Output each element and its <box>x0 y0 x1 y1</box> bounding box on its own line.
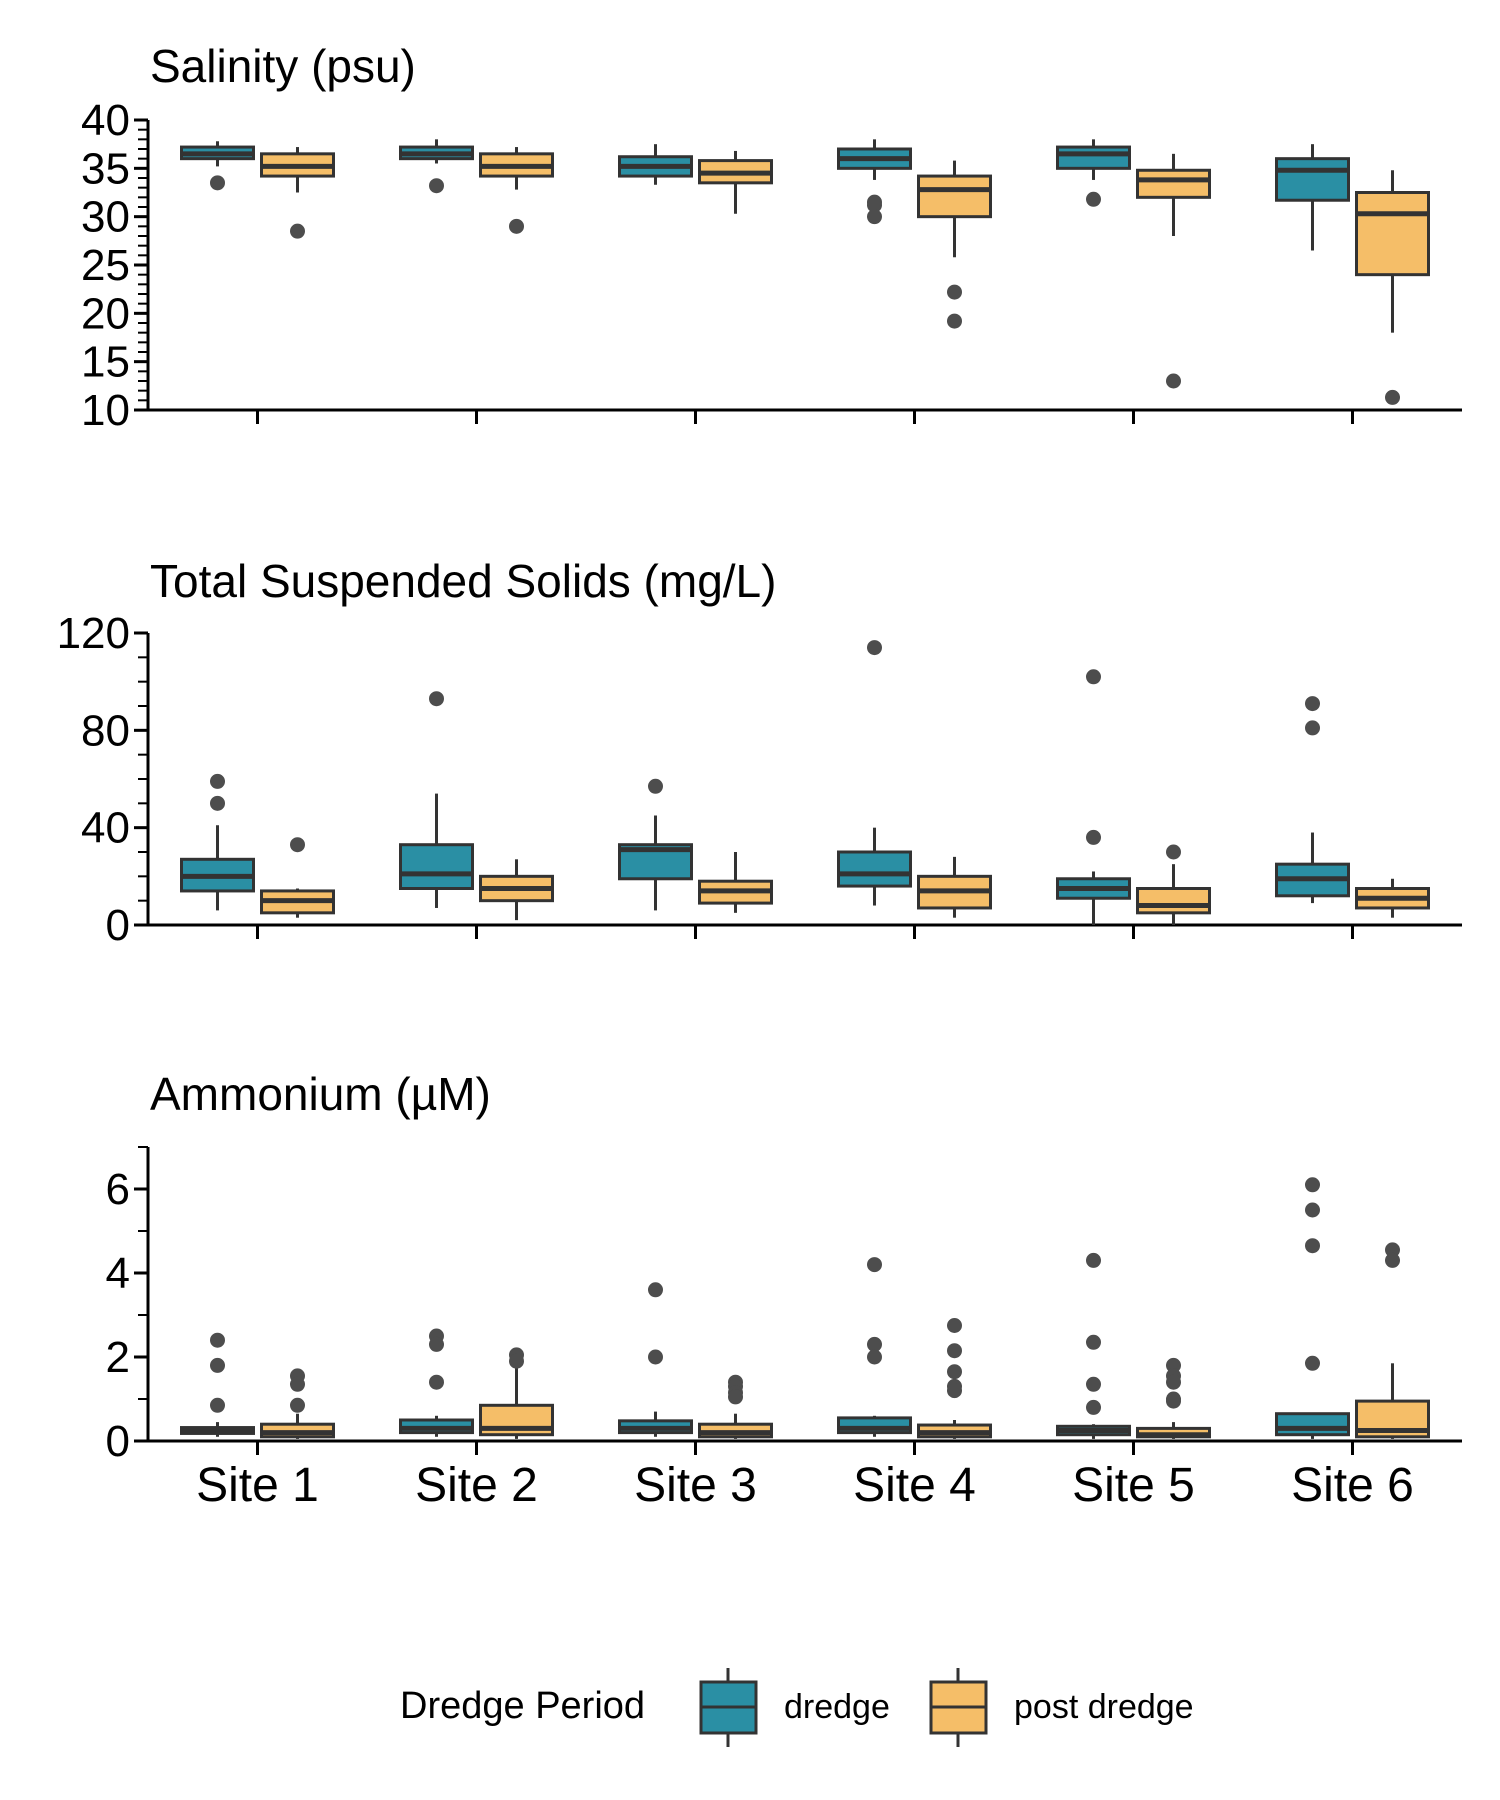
outlier-point <box>867 1257 882 1273</box>
outlier-point <box>290 837 305 853</box>
outlier-point <box>1166 844 1181 860</box>
outlier-point <box>867 640 882 656</box>
box <box>1136 168 1211 199</box>
box <box>1275 1412 1350 1437</box>
box <box>917 174 992 219</box>
y-tick-label: 80 <box>81 706 130 755</box>
outlier-point <box>509 1353 524 1369</box>
outlier-point <box>210 175 225 191</box>
y-tick-label: 25 <box>81 241 130 290</box>
ammonium-plot-area: 0 2 4 6 Site 1 Site 2 Site 3 Site 4 Site 5 Site 6 <box>106 1146 1462 1512</box>
panel-title: Total Suspended Solids (mg/L) <box>150 555 776 607</box>
outlier-point <box>867 1349 882 1365</box>
y-tick-label: 40 <box>81 96 130 145</box>
outlier-point <box>947 313 962 329</box>
outlier-point <box>1166 1393 1181 1409</box>
outlier-point <box>1305 1177 1320 1193</box>
y-tick-label: 15 <box>81 338 130 387</box>
outlier-point <box>1166 1374 1181 1390</box>
legend-item-dredge: dredge <box>699 1668 890 1747</box>
y-tick-label: 40 <box>81 804 130 853</box>
y-tick-label: 30 <box>81 193 130 242</box>
y-tick-label: 20 <box>81 289 130 338</box>
outlier-point <box>1385 1252 1400 1268</box>
y-tick-label: 35 <box>81 144 130 193</box>
outlier-point <box>1305 720 1320 736</box>
box <box>1056 145 1131 170</box>
outlier-point <box>648 1282 663 1298</box>
outlier-point <box>648 1349 663 1365</box>
tss-plot-area: 0 40 80 120 <box>57 609 1462 950</box>
x-tick-label: Site 6 <box>1291 1459 1414 1512</box>
outlier-point <box>947 1318 962 1333</box>
legend-label-post-dredge: post dredge <box>1014 1688 1194 1726</box>
outlier-point <box>429 691 444 707</box>
outlier-point <box>1086 1376 1101 1392</box>
box <box>1355 191 1430 277</box>
outlier-point <box>1086 1334 1101 1350</box>
outlier-point <box>1385 389 1400 405</box>
outlier-point <box>1166 1357 1181 1373</box>
outlier-point <box>1305 1202 1320 1218</box>
outlier-point <box>867 209 882 225</box>
outlier-point <box>429 178 444 194</box>
outlier-point <box>1086 191 1101 207</box>
x-tick-label: Site 2 <box>415 1459 538 1512</box>
outlier-point <box>509 218 524 234</box>
x-tick-label: Site 5 <box>1072 1459 1195 1512</box>
outlier-point <box>1086 1252 1101 1268</box>
y-tick-label: 2 <box>106 1333 130 1382</box>
ammonium-panel: Ammonium (µM) 0 2 4 6 Site 1 Site 2 Site 3 Site… <box>106 1068 1462 1512</box>
y-tick-label: 120 <box>57 609 130 658</box>
legend-title: Dredge Period <box>400 1685 645 1727</box>
y-tick-label: 4 <box>106 1249 130 1298</box>
outlier-point <box>290 1397 305 1413</box>
tss-panel: Total Suspended Solids (mg/L) 0 40 80 120 <box>57 555 1462 950</box>
outlier-point <box>290 223 305 239</box>
box <box>399 843 474 891</box>
y-tick-label: 10 <box>81 386 130 435</box>
y-tick-label: 0 <box>106 1417 130 1466</box>
outlier-point <box>1305 1238 1320 1254</box>
outlier-point <box>947 284 962 300</box>
outlier-point <box>728 1389 743 1405</box>
outlier-point <box>867 197 882 213</box>
panel-title: Salinity (psu) <box>150 40 416 92</box>
outlier-point <box>210 1332 225 1348</box>
x-tick-label: Site 3 <box>634 1459 757 1512</box>
legend: Dredge Period dredge post dredge <box>400 1668 1194 1747</box>
outlier-point <box>1086 1399 1101 1415</box>
panel-title: Ammonium (µM) <box>150 1068 491 1120</box>
legend-item-post-dredge: post dredge <box>929 1668 1194 1747</box>
outlier-point <box>210 795 225 811</box>
outlier-point <box>648 778 663 794</box>
outlier-point <box>290 1376 305 1392</box>
box <box>1275 157 1350 202</box>
outlier-point <box>1385 1242 1400 1258</box>
outlier-point <box>210 1397 225 1413</box>
outlier-point <box>1305 696 1320 712</box>
outlier-point <box>867 1336 882 1352</box>
outlier-point <box>947 1343 962 1359</box>
outlier-point <box>1086 669 1101 685</box>
outlier-point <box>947 1383 962 1399</box>
outlier-point <box>429 1336 444 1352</box>
outlier-point <box>947 1364 962 1380</box>
outlier-point <box>1305 1355 1320 1371</box>
y-tick-label: 0 <box>106 901 130 950</box>
box <box>837 850 912 888</box>
outlier-point <box>429 1374 444 1390</box>
legend-label-dredge: dredge <box>784 1688 890 1726</box>
outlier-point <box>210 1357 225 1373</box>
outlier-point <box>210 773 225 789</box>
outlier-point <box>1086 829 1101 845</box>
y-tick-label: 6 <box>106 1165 130 1214</box>
x-tick-label: Site 4 <box>853 1459 976 1512</box>
box <box>1136 887 1211 915</box>
x-tick-label: Site 1 <box>196 1459 319 1512</box>
outlier-point <box>1166 373 1181 389</box>
